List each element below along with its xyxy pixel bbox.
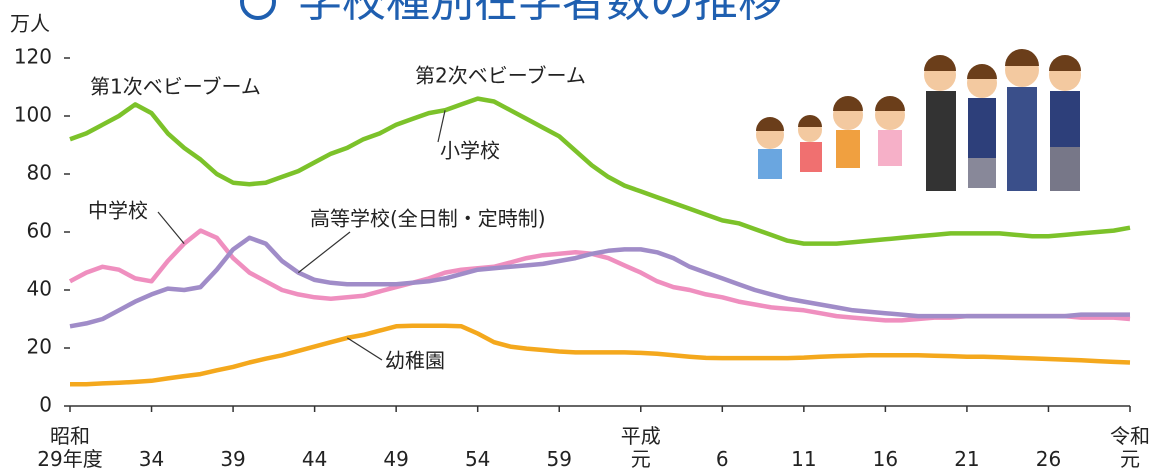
leader-line: [437, 110, 446, 143]
x-tick-label: 11: [791, 447, 817, 471]
series-line: [69, 235, 1130, 329]
series-line: [70, 323, 1131, 387]
x-tick-label: 54: [464, 447, 491, 471]
x-tick-label: 昭和 29年度: [37, 424, 103, 471]
x-tick-label: 令和 元: [1110, 424, 1150, 471]
chart-title: 学校種別在学者数の推移: [298, 0, 782, 27]
series-label: 小学校: [440, 139, 500, 163]
x-tick-label: 44: [301, 447, 328, 471]
y-tick-label: 120: [14, 45, 52, 69]
x-tick-label: 59: [546, 447, 572, 471]
annotation: 第2次ベビーブーム: [415, 64, 586, 88]
x-tick-label: 26: [1035, 447, 1062, 471]
y-tick-label: 100: [14, 103, 52, 127]
x-tick-label: 34: [138, 447, 165, 471]
y-tick-label: 20: [27, 335, 52, 359]
series-label: 幼稚園: [385, 349, 445, 373]
y-tick-label: 60: [27, 219, 52, 243]
x-tick-label: 21: [954, 447, 980, 471]
series-line: [68, 228, 1131, 323]
title-badge: [240, 0, 276, 20]
x-tick-label: 16: [872, 447, 899, 471]
y-tick-label: 0: [39, 393, 52, 417]
annotation: 第1次ベビーブーム: [90, 75, 261, 99]
leader-line: [346, 337, 383, 361]
x-tick-label: 平成 元: [620, 424, 661, 471]
x-tick-label: 49: [383, 447, 409, 471]
x-tick-label: 39: [220, 447, 246, 471]
illustration: [756, 49, 1081, 191]
y-axis-label: 万人: [10, 12, 50, 36]
y-tick-label: 40: [27, 277, 52, 301]
series-label: 中学校: [88, 199, 148, 223]
x-tick-label: 6: [715, 447, 729, 471]
y-tick-label: 80: [27, 161, 52, 185]
series-line: [69, 96, 1131, 246]
leader-line: [297, 231, 351, 274]
leader-line: [157, 211, 185, 244]
series-label: 高等学校(全日制・定時制): [310, 207, 546, 231]
